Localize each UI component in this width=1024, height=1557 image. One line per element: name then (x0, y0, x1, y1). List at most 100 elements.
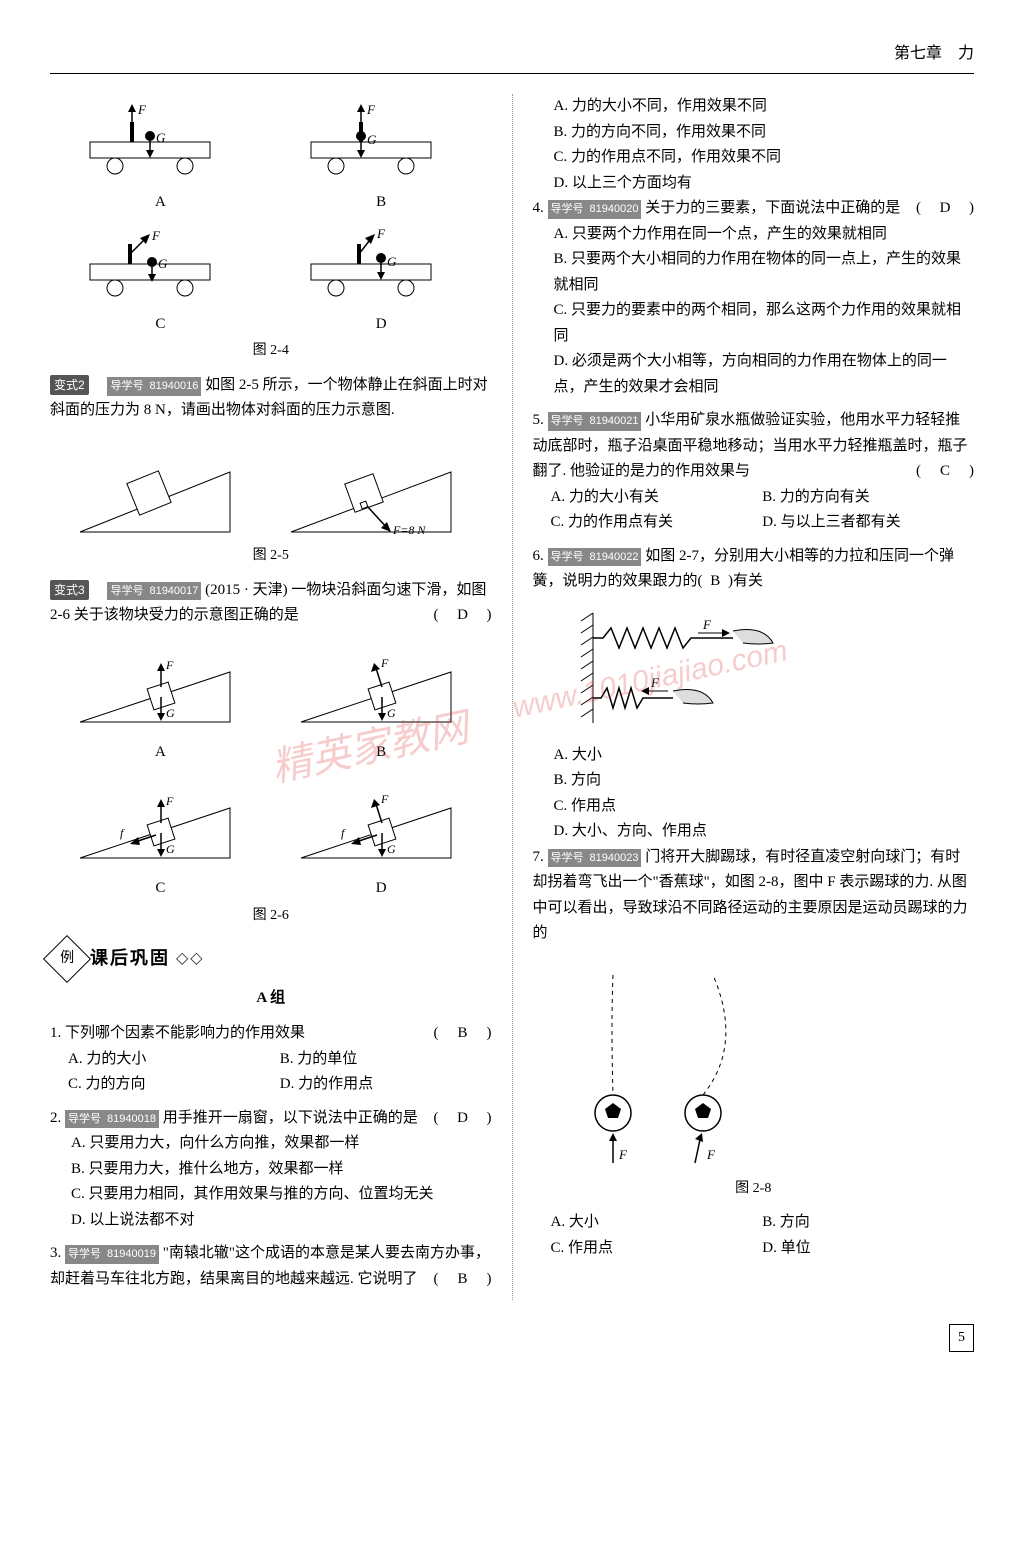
fig-2-6-caption: 图 2-6 (50, 904, 492, 928)
svg-text:F: F (618, 1147, 628, 1162)
column-divider (512, 94, 513, 1300)
fig-2-5-flabel: F=8 N (392, 523, 426, 537)
svg-text:G: G (387, 254, 397, 269)
q6-code: 81940022 (587, 548, 642, 567)
q6-opt-a: A. 大小 (554, 743, 975, 769)
svg-text:F: F (376, 226, 386, 241)
q4-code-label: 导学号 (548, 200, 587, 219)
svg-text:F: F (380, 656, 389, 670)
q4-answer: D (936, 196, 954, 222)
q1-opt-a: A. 力的大小 (68, 1047, 280, 1073)
fig-2-8: F F 图 2-8 (533, 955, 975, 1201)
fig-2-4-row2: F G F G (50, 224, 492, 304)
variant-3-code: 81940017 (146, 582, 201, 601)
q2-code: 81940018 (104, 1110, 159, 1129)
q7-options: A. 大小 B. 方向 C. 作用点 D. 单位 (533, 1210, 975, 1261)
question-1: 1. 下列哪个因素不能影响力的作用效果 ( B ) A. 力的大小 B. 力的单… (50, 1021, 492, 1098)
fig-2-8-caption: 图 2-8 (533, 1177, 975, 1201)
fig-2-4-a: F G (70, 102, 250, 182)
fig-2-5-row: F=8 N (50, 432, 492, 542)
fig-2-5-left (70, 432, 240, 542)
fig-2-4-b: F G (291, 102, 471, 182)
fig-2-6-d-label: D (291, 876, 471, 902)
q1-opt-d: D. 力的作用点 (280, 1072, 492, 1098)
variant-3: 变式3 导学号81940017 (2015 · 天津) 一物块沿斜面匀速下滑，如… (50, 578, 492, 629)
q4-opt-d: D. 必须是两个大小相等，方向相同的力作用在物体上的同一点，产生的效果才会相同 (554, 349, 975, 400)
q7-opt-d: D. 单位 (762, 1236, 974, 1262)
svg-text:G: G (367, 132, 377, 147)
svg-text:f: f (120, 826, 125, 840)
fig-2-4-c-label: C (70, 312, 250, 338)
fig-2-7: F F (533, 603, 975, 733)
fig-2-6-row1: F G F G (50, 637, 492, 732)
question-4: 4. 导学号81940020 关于力的三要素，下面说法中正确的是 ( D ) A… (533, 196, 975, 400)
svg-text:G: G (166, 842, 175, 856)
q5-opt-a: A. 力的大小有关 (551, 485, 763, 511)
fig-2-4-labels2: C D (50, 312, 492, 338)
question-3: 3. 导学号81940019 "南辕北辙"这个成语的本意是某人要去南方办事，却赶… (50, 1241, 492, 1292)
fig-2-4-caption: 图 2-4 (50, 339, 492, 363)
q3-opt-c: C. 力的作用点不同，作用效果不同 (554, 145, 975, 171)
fig-2-4-c: F G (70, 224, 250, 304)
q3-code: 81940019 (104, 1245, 159, 1264)
svg-text:G: G (166, 706, 175, 720)
q3-opt-a: A. 力的大小不同，作用效果不同 (554, 94, 975, 120)
q4-opt-c: C. 只要力的要素中的两个相同，那么这两个力作用的效果就相同 (554, 298, 975, 349)
q4-code: 81940020 (587, 200, 642, 219)
group-a-title: A 组 (50, 986, 492, 1012)
svg-text:F: F (650, 675, 660, 690)
page-header: 第七章 力 (50, 40, 974, 74)
svg-text:G: G (387, 842, 396, 856)
q2-text: 用手推开一扇窗，以下说法中正确的是 (163, 1110, 418, 1126)
fig-2-4-row1: F G F G (50, 102, 492, 182)
q5-opt-d: D. 与以上三者都有关 (762, 510, 974, 536)
q1-text: 下列哪个因素不能影响力的作用效果 (65, 1025, 305, 1041)
svg-text:f: f (341, 826, 346, 840)
q2-opt-c: C. 只要用力相同，其作用效果与推的方向、位置均无关 (71, 1182, 492, 1208)
fig-2-6-labels1: A B (50, 740, 492, 766)
q7-num: 7. (533, 849, 544, 865)
q3-code-label: 导学号 (65, 1245, 104, 1264)
q4-num: 4. (533, 200, 544, 216)
svg-text:F: F (706, 1147, 716, 1162)
page-number: 5 (949, 1324, 974, 1352)
q6-options: A. 大小 B. 方向 C. 作用点 D. 大小、方向、作用点 (533, 743, 975, 845)
q6-code-label: 导学号 (548, 548, 587, 567)
fig-2-4-d-label: D (291, 312, 471, 338)
q3-options: A. 力的大小不同，作用效果不同 B. 力的方向不同，作用效果不同 C. 力的作… (533, 94, 975, 196)
q2-opt-b: B. 只要用力大，推什么地方，效果都一样 (71, 1157, 492, 1183)
q7-code: 81940023 (587, 849, 642, 868)
q4-options: A. 只要两个力作用在同一个点，产生的效果就相同 B. 只要两个大小相同的力作用… (533, 222, 975, 401)
fig-2-6-a: F G (70, 637, 250, 732)
svg-text:F: F (137, 102, 147, 117)
q3-answer: B (454, 1267, 472, 1293)
question-6: 6. 导学号81940022 如图 2-7，分别用大小相等的力拉和压同一个弹簧，… (533, 544, 975, 595)
q5-code-label: 导学号 (548, 412, 587, 431)
q6-opt-c: C. 作用点 (554, 794, 975, 820)
q4-opt-b: B. 只要两个大小相同的力作用在物体的同一点上，产生的效果就相同 (554, 247, 975, 298)
q5-code: 81940021 (587, 412, 642, 431)
q3-opt-b: B. 力的方向不同，作用效果不同 (554, 120, 975, 146)
section-title-text: 课后巩固 (90, 943, 170, 974)
fig-2-6-a-label: A (70, 740, 250, 766)
svg-text:F: F (702, 617, 712, 632)
fig-2-6-c-label: C (70, 876, 250, 902)
q6-num: 6. (533, 548, 544, 564)
q2-opt-a: A. 只要用力大，向什么方向推，效果都一样 (71, 1131, 492, 1157)
q5-opt-c: C. 力的作用点有关 (551, 510, 763, 536)
q2-answer: D (454, 1106, 472, 1132)
q5-options: A. 力的大小有关 B. 力的方向有关 C. 力的作用点有关 D. 与以上三者都… (533, 485, 975, 536)
q1-options: A. 力的大小 B. 力的单位 C. 力的方向 D. 力的作用点 (50, 1047, 492, 1098)
svg-text:F: F (165, 794, 174, 808)
two-column-layout: 精英家教网 www.1010jiajiao.com F G (50, 94, 974, 1300)
fig-2-6-c: F f G (70, 773, 250, 868)
q3-num: 3. (50, 1245, 61, 1261)
q1-opt-c: C. 力的方向 (68, 1072, 280, 1098)
fig-2-4-labels1: A B (50, 190, 492, 216)
variant-2-code: 81940016 (146, 377, 201, 396)
q4-opt-a: A. 只要两个力作用在同一个点，产生的效果就相同 (554, 222, 975, 248)
fig-2-6-b: F G (291, 637, 471, 732)
diamond-icon: 例 (43, 935, 91, 983)
q4-text: 关于力的三要素，下面说法中正确的是 (645, 200, 900, 216)
q2-code-label: 导学号 (65, 1110, 104, 1129)
